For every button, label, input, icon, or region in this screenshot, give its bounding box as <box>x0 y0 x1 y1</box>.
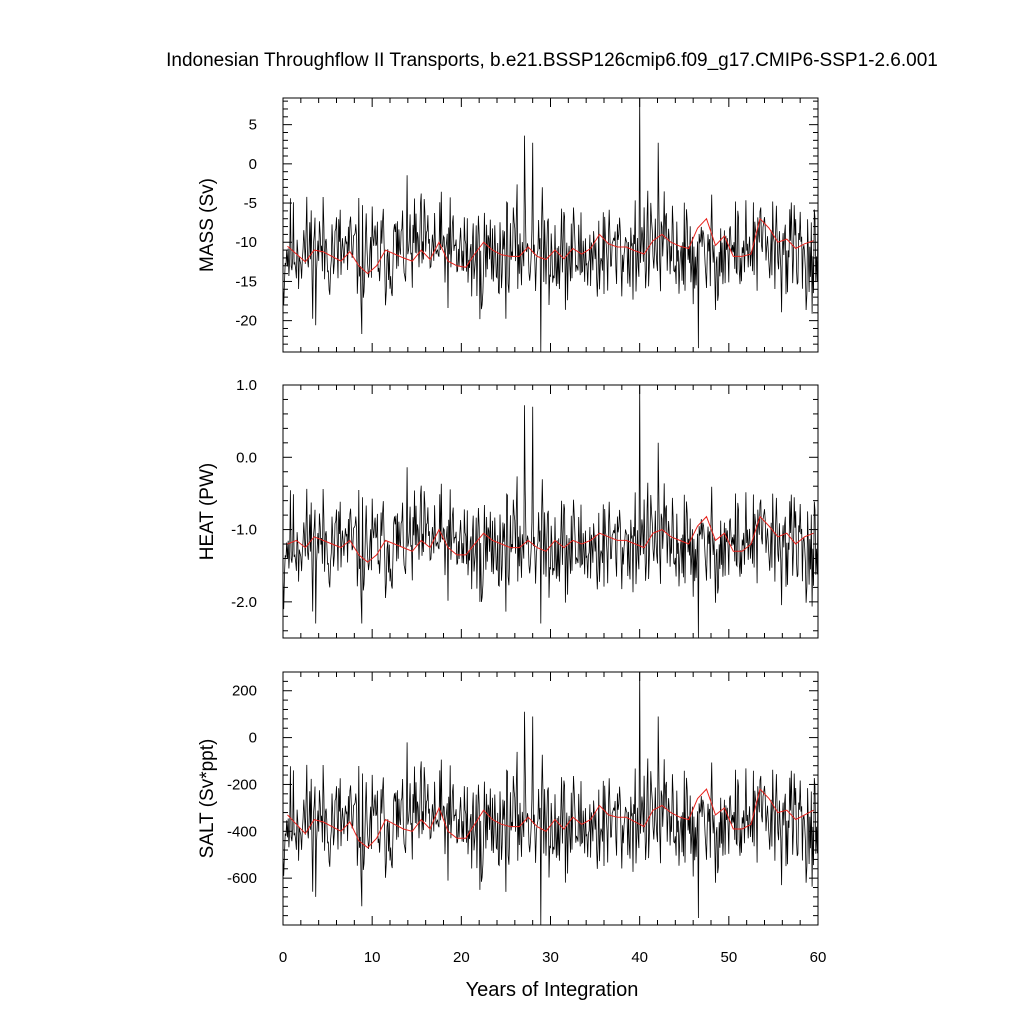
y-tick-label: 1.0 <box>236 377 257 394</box>
annual-mean-line <box>287 788 814 849</box>
y-axis-label: HEAT (PW) <box>197 463 218 560</box>
panel-heat: 1.0 0.0 -1.0 -2.0 HEAT (PW) <box>197 377 819 639</box>
x-tick-label: 40 <box>631 949 648 966</box>
panel-mass: 5 0 -5 -10 -15 -20 MASS (Sv) <box>197 97 819 353</box>
x-tick-label: 20 <box>453 949 470 966</box>
y-tick-label: -400 <box>227 823 257 840</box>
monthly-series-line <box>283 672 818 925</box>
plot-frame <box>282 671 819 926</box>
y-tick-label: -2.0 <box>231 594 257 611</box>
x-tick-label: 60 <box>810 949 827 966</box>
y-tick-label: -200 <box>227 776 257 793</box>
y-tick-label: -15 <box>235 273 257 290</box>
x-axis-label: Years of Integration <box>466 979 639 1001</box>
x-tick-label: 50 <box>720 949 737 966</box>
monthly-series-line <box>283 385 818 638</box>
y-tick-label: 0 <box>249 156 257 173</box>
y-tick-label: -20 <box>235 313 257 330</box>
y-tick-label: -10 <box>235 234 257 251</box>
y-tick-label: -600 <box>227 870 257 887</box>
x-tick-label: 10 <box>364 949 381 966</box>
y-axis-label: MASS (Sv) <box>197 178 218 272</box>
annual-mean-line <box>287 515 814 563</box>
figure-title: Indonesian Throughflow II Transports, b.… <box>166 50 938 71</box>
panel-salt: 200 0 -200 -400 -600 SALT (Sv*ppt) 0 10 20 30 40 50… <box>197 671 827 966</box>
y-axis-label: SALT (Sv*ppt) <box>197 739 218 859</box>
plot-frame <box>282 384 819 639</box>
y-tick-label: -5 <box>244 195 257 212</box>
y-tick-label: -1.0 <box>231 522 257 539</box>
plot-frame <box>282 97 819 353</box>
annual-mean-line <box>287 217 814 275</box>
y-tick-label: 0.0 <box>236 449 257 466</box>
x-tick-label: 30 <box>542 949 559 966</box>
y-tick-label: 200 <box>232 683 257 700</box>
monthly-series-line <box>283 98 818 352</box>
y-tick-label: 5 <box>249 117 257 134</box>
y-tick-label: 0 <box>249 730 257 747</box>
x-tick-label: 0 <box>279 949 287 966</box>
